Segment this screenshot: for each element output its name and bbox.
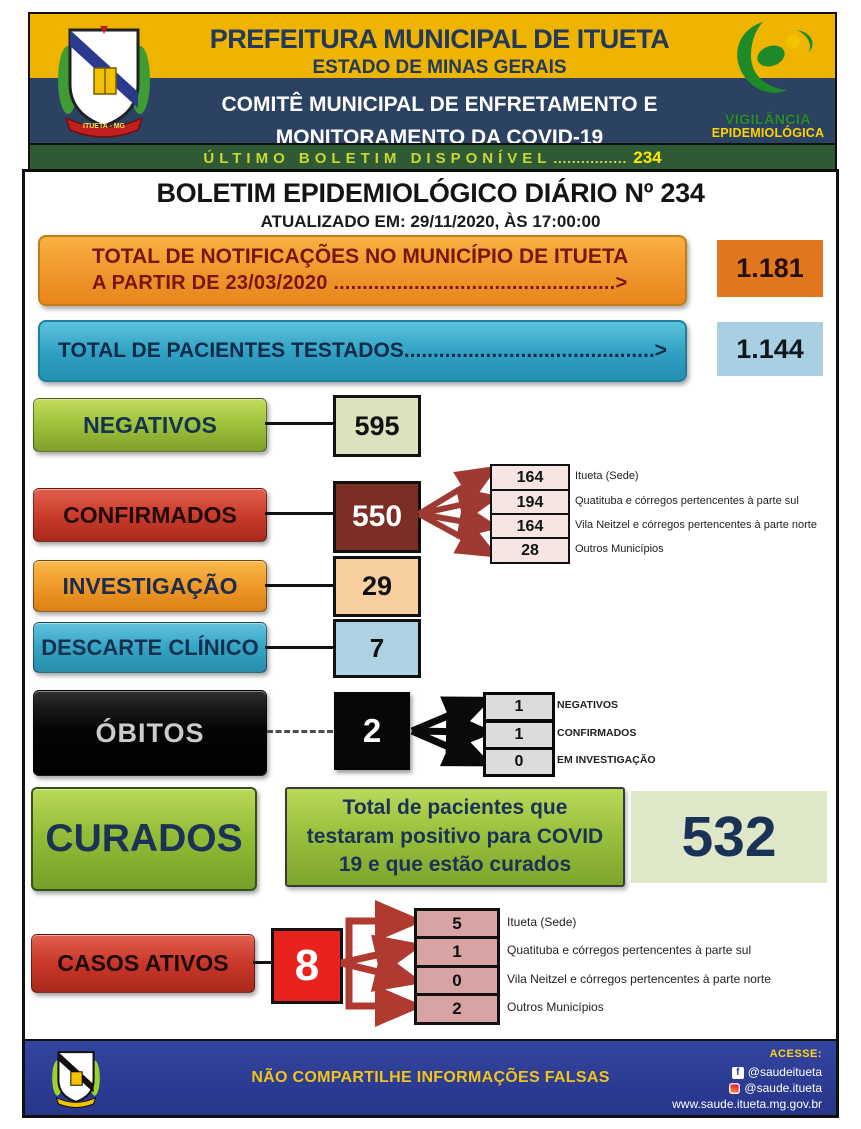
casos-breakdown-label: Vila Neitzel e córregos pertencentes à p… (507, 972, 771, 986)
committee-line1: COMITÊ MUNICIPAL DE ENFRETAMENTO E (221, 93, 658, 116)
obitos-value: 2 (334, 692, 410, 770)
header-navy-band (30, 78, 835, 145)
descarte-button: DESCARTE CLÍNICO (33, 622, 267, 673)
investigacao-button: INVESTIGAÇÃO (33, 560, 267, 612)
bulletin-title: BOLETIM EPIDEMIOLÓGICO DIÁRIO Nº 234 (156, 178, 705, 208)
notifications-value: 1.181 (717, 240, 823, 297)
casos-ativos-arrows (340, 900, 424, 1027)
header: ITUETA - MG PREFEITURA MUNICIPAL DE ITUE… (28, 12, 837, 149)
obitos-breakdown-value: 1 (483, 692, 555, 722)
vigilancia-line1: VIGILÂNCIA (725, 111, 811, 127)
last-bulletin-dots: ................ (553, 150, 628, 166)
main-frame: BOLETIM EPIDEMIOLÓGICO DIÁRIO Nº 234 ATU… (22, 169, 839, 1118)
confirmados-arrows (417, 465, 501, 558)
tested-value: 1.144 (717, 322, 823, 376)
descarte-connector (265, 646, 333, 649)
obitos-arrows (410, 696, 495, 767)
obitos-button: ÓBITOS (33, 690, 267, 776)
facebook-icon: f (731, 1066, 744, 1079)
casos-breakdown-value: 1 (414, 936, 500, 968)
crest-label: ITUETA - MG (83, 123, 126, 130)
obitos-breakdown-label: EM INVESTIGAÇÃO (557, 754, 656, 766)
curados-value: 532 (631, 791, 827, 883)
header-text: PREFEITURA MUNICIPAL DE ITUETA ESTADO DE… (178, 14, 701, 149)
footer-access-label: ACESSE: (769, 1048, 822, 1060)
negativos-value: 595 (333, 395, 421, 457)
crest-icon: ITUETA - MG (58, 25, 150, 138)
curados-button: CURADOS (31, 787, 257, 891)
obitos-connector (267, 730, 333, 733)
tested-label: TOTAL DE PACIENTES TESTADOS.............… (58, 339, 667, 362)
confirmados-breakdown-value: 194 (490, 489, 570, 516)
notifications-bar: TOTAL DE NOTIFICAÇÕES NO MUNICÍPIO DE IT… (38, 235, 687, 306)
investigacao-value: 29 (333, 556, 421, 617)
confirmados-breakdown-value: 164 (490, 513, 570, 540)
website-url: www.saude.itueta.mg.gov.br (672, 1097, 822, 1111)
curados-description: Total de pacientes que testaram positivo… (285, 787, 625, 887)
municipal-crest-logo: ITUETA - MG (30, 14, 178, 145)
notifications-label-line1: TOTAL DE NOTIFICAÇÕES NO MUNICÍPIO DE IT… (92, 245, 629, 268)
confirmados-breakdown-label: Vila Neitzel e córregos pertencentes à p… (575, 519, 817, 531)
casos-ativos-button: CASOS ATIVOS (31, 934, 255, 993)
last-bulletin-strip: ÚLTIMO BOLETIM DISPONÍVEL ..............… (28, 143, 837, 173)
confirmados-breakdown-label: Outros Municípios (575, 543, 664, 555)
obitos-breakdown-value: 0 (483, 747, 555, 777)
instagram-icon (729, 1083, 741, 1095)
investigacao-connector (265, 584, 333, 587)
notifications-label-line2: A PARTIR DE 23/03/2020 .................… (92, 272, 628, 294)
confirmados-breakdown-value: 28 (490, 537, 570, 564)
bulletin-updated: ATUALIZADO EM: 29/11/2020, ÀS 17:00:00 (260, 212, 601, 231)
footer-crest-logo (51, 1048, 101, 1113)
footer-links: ACESSE: f @saudeitueta @saude.itueta www.… (672, 1046, 822, 1112)
tested-bar: TOTAL DE PACIENTES TESTADOS.............… (38, 320, 687, 382)
vigilancia-logo: VIGILÂNCIA EPIDEMIOLÓGICA (701, 14, 835, 145)
facebook-handle-text: @saudeitueta (747, 1065, 822, 1079)
confirmados-breakdown-label: Itueta (Sede) (575, 470, 639, 482)
footer-message: NÃO COMPARTILHE INFORMAÇÕES FALSAS (251, 1069, 610, 1086)
facebook-handle: f @saudeitueta (672, 1064, 822, 1080)
casos-breakdown-value: 5 (414, 908, 500, 940)
casos-breakdown-label: Outros Municípios (507, 1000, 604, 1014)
descarte-value: 7 (333, 619, 421, 678)
instagram-handle-text: @saude.itueta (744, 1081, 822, 1095)
confirmados-breakdown-value: 164 (490, 464, 570, 491)
casos-ativos-connector (253, 961, 271, 964)
casos-breakdown-label: Quatituba e córregos pertencentes à part… (507, 943, 752, 957)
negativos-connector (265, 422, 333, 425)
last-bulletin-label: ÚLTIMO BOLETIM DISPONÍVEL (203, 149, 552, 167)
casos-breakdown-value: 2 (414, 993, 500, 1025)
casos-ativos-value: 8 (271, 928, 343, 1004)
vigilancia-line2: EPIDEMIOLÓGICA (711, 126, 825, 140)
estado-subtitle: ESTADO DE MINAS GERAIS (312, 57, 567, 78)
obitos-breakdown-value: 1 (483, 720, 555, 750)
obitos-breakdown-label: NEGATIVOS (557, 699, 619, 711)
vigilancia-text: VIGILÂNCIA EPIDEMIOLÓGICA (701, 112, 835, 140)
footer-crest-icon (52, 1051, 100, 1108)
obitos-breakdown-label: CONFIRMADOS (557, 727, 637, 739)
footer: NÃO COMPARTILHE INFORMAÇÕES FALSAS ACESS… (25, 1039, 836, 1115)
confirmados-connector (265, 512, 333, 515)
vigilancia-swirl-icon (737, 22, 813, 93)
header-yellow-band (30, 14, 835, 78)
prefeitura-title: PREFEITURA MUNICIPAL DE ITUETA (209, 24, 670, 54)
last-bulletin-number: 234 (633, 148, 662, 167)
negativos-button: NEGATIVOS (33, 398, 267, 452)
confirmados-value: 550 (333, 481, 421, 553)
confirmados-button: CONFIRMADOS (33, 488, 267, 542)
instagram-handle: @saude.itueta (672, 1080, 822, 1096)
confirmados-breakdown-label: Quatituba e córregos pertencentes à part… (575, 495, 799, 507)
casos-breakdown-label: Itueta (Sede) (507, 915, 577, 929)
